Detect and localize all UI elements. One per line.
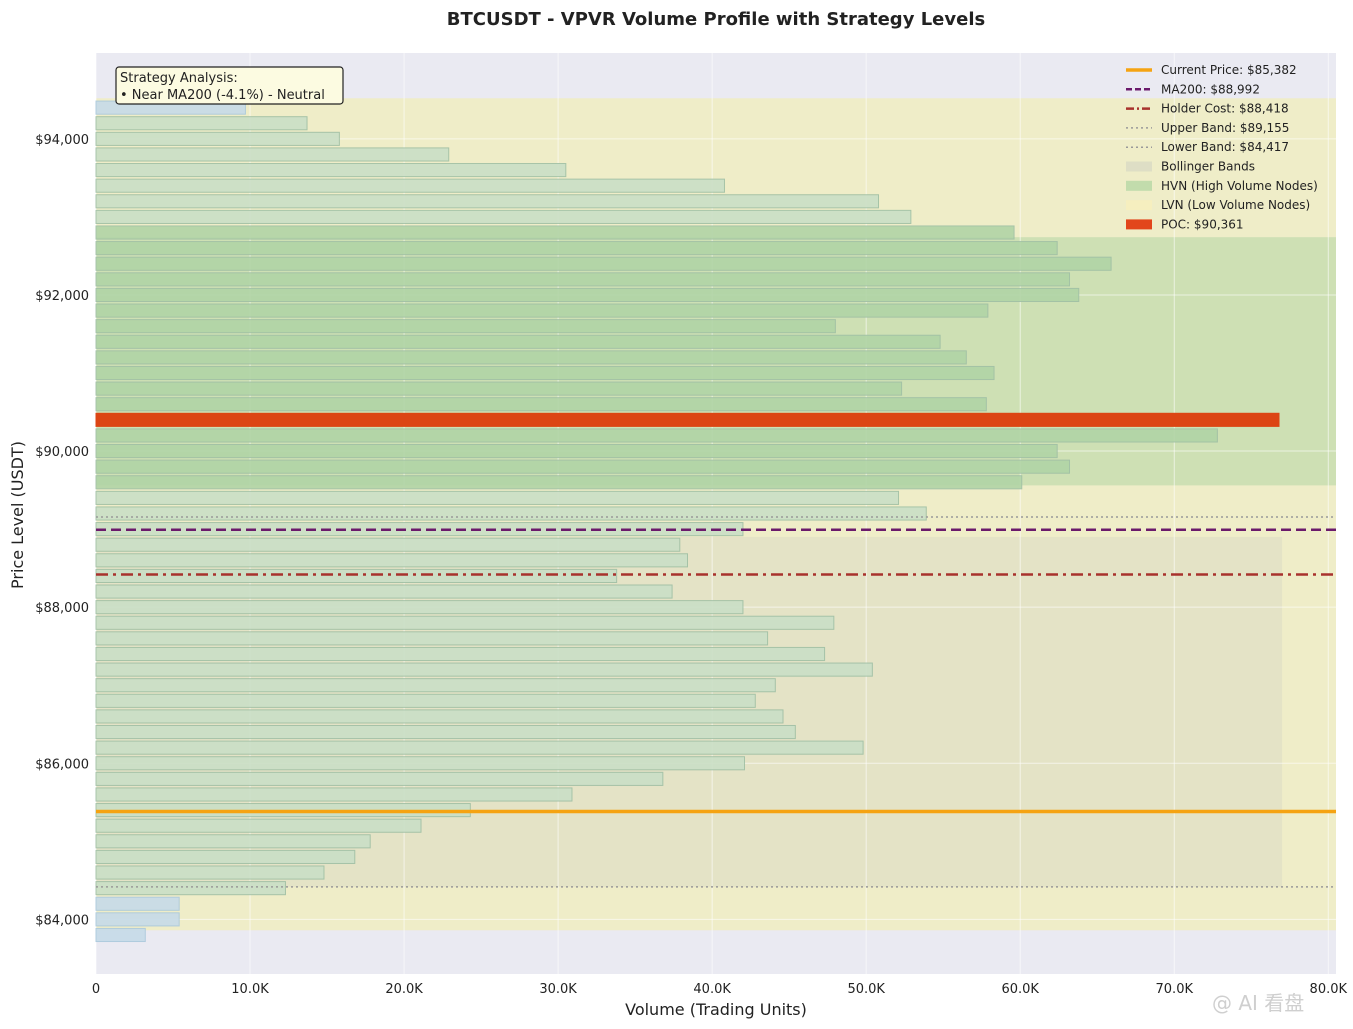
annotation-line-1: Strategy Analysis: [120,71,238,86]
volume-bar [95,131,340,146]
x-tick-label: 50.0K [847,982,885,997]
y-axis-label: Price Level (USDT) [8,441,27,589]
hvn-volume-bar [95,303,989,318]
y-tick-label: $94,000 [35,133,89,148]
x-tick-label: 60.0K [1001,982,1039,997]
legend-swatch [1126,219,1152,230]
volume-bar [95,537,681,552]
volume-bar [95,209,912,224]
volume-bar [95,584,673,599]
volume-bar [95,678,776,693]
volume-bar [95,631,769,646]
chart-title: BTCUSDT - VPVR Volume Profile with Strat… [447,9,985,30]
lvn-volume-bar [95,896,180,911]
volume-bar [95,771,664,786]
hvn-volume-bar [95,350,967,365]
volume-bar [95,646,826,662]
volume-bar [95,787,573,802]
strategy-annotation: Strategy Analysis: • Near MA200 (-4.1%) … [115,66,344,105]
x-tick-label: 70.0K [1156,982,1194,997]
y-tick-label: $90,000 [35,445,89,460]
volume-bar [95,506,927,521]
hvn-volume-bar [95,256,1112,271]
poc-volume-bar [95,412,1280,427]
volume-bar [95,568,618,583]
volume-bar [95,709,784,724]
volume-bar [95,615,835,630]
x-tick-label: 0 [92,982,100,997]
y-tick-label: $88,000 [35,601,89,616]
hvn-volume-bar [95,428,1218,443]
hvn-volume-bar [95,397,987,412]
volume-bar [95,194,880,209]
hvn-volume-bar [95,225,1015,240]
legend-label: Bollinger Bands [1161,160,1255,174]
y-tick-label: $84,000 [35,913,89,928]
legend-swatch [1126,161,1152,172]
legend-label: MA200: $88,992 [1161,82,1260,96]
hvn-volume-bar [95,381,903,396]
volume-bar [95,865,325,880]
x-tick-label: 10.0K [231,982,269,997]
hvn-volume-bar [95,365,995,381]
hvn-volume-bar [95,287,1080,303]
volume-bar [95,818,422,833]
y-tick-label: $92,000 [35,289,89,304]
volume-bar [95,178,725,193]
legend-label: POC: $90,361 [1161,217,1244,231]
volume-bar [95,881,286,896]
hvn-volume-bar [95,444,1058,459]
legend: Current Price: $85,382 MA200: $88,992 Hold… [1126,63,1318,231]
annotation-box [115,66,344,105]
x-tick-label: 20.0K [385,982,423,997]
volume-bar [95,724,796,740]
x-tick-label: 30.0K [539,982,577,997]
x-axis-label: Volume (Trading Units) [625,1000,807,1019]
volume-bar [95,490,900,505]
volume-bar [95,147,450,162]
hvn-volume-bar [95,334,941,349]
volume-bar [95,662,873,677]
volume-bar [95,553,689,568]
volume-bar [95,693,756,708]
x-tick-label: 40.0K [693,982,731,997]
hvn-volume-bar [95,475,1023,490]
legend-swatch [1126,200,1152,211]
legend-label: HVN (High Volume Nodes) [1161,179,1318,193]
watermark: @ AI 看盘 [1212,991,1304,1015]
legend-label: Lower Band: $84,417 [1161,140,1289,154]
legend-label: Current Price: $85,382 [1161,63,1297,77]
volume-bar [95,116,308,131]
legend-swatch [1126,180,1152,191]
volume-bar [95,849,356,864]
lvn-volume-bar [95,927,146,943]
legend-label: Upper Band: $89,155 [1161,121,1289,135]
legend-label: Holder Cost: $88,418 [1161,102,1289,116]
hvn-volume-bar [95,319,836,334]
volume-bar [95,756,745,771]
lvn-volume-bar [95,912,180,927]
annotation-line-2: • Near MA200 (-4.1%) - Neutral [120,88,325,103]
x-tick-label: 80.0K [1310,982,1348,997]
volume-bar [95,740,864,755]
hvn-volume-bar [95,272,1071,287]
volume-bar [95,163,567,178]
volume-bar [95,834,371,849]
hvn-volume-bar [95,241,1058,256]
volume-bar [95,600,744,615]
legend-label: LVN (Low Volume Nodes) [1161,198,1310,212]
hvn-volume-bar [95,459,1071,474]
y-tick-label: $86,000 [35,757,89,772]
